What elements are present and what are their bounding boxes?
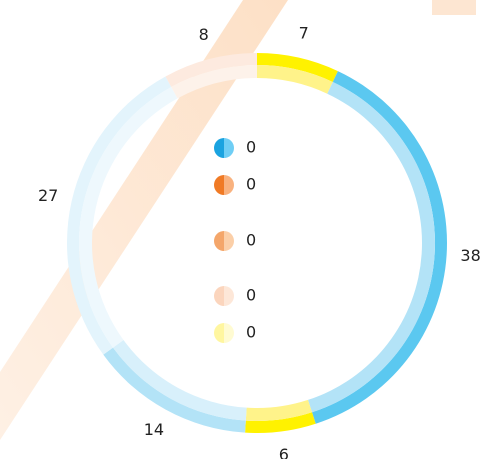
legend-value: 0: [246, 138, 256, 157]
segment-inner: [112, 339, 247, 421]
legend-swatch-dark: [214, 175, 224, 195]
donut: [66, 53, 448, 434]
segment-inner: [171, 65, 257, 99]
legend-swatch-dark: [214, 323, 224, 343]
legend-value: 0: [246, 231, 256, 250]
segment-inner: [307, 81, 436, 413]
legend-swatch-dark: [214, 286, 224, 306]
data-label: 38: [460, 246, 480, 265]
legend-swatch-light: [224, 231, 234, 251]
segment-outer: [103, 347, 246, 433]
legend: 0 0 0 0 0: [214, 138, 256, 343]
segment-outer: [312, 71, 448, 424]
segment-inner: [245, 399, 313, 421]
data-label: 7: [299, 24, 309, 43]
data-label: 27: [38, 186, 58, 205]
legend-swatch-light: [224, 323, 234, 343]
legend-swatch-light: [224, 138, 234, 158]
legend-swatch-dark: [214, 231, 224, 251]
legend-swatch-light: [224, 286, 234, 306]
segment-outer: [165, 53, 257, 88]
legend-swatch-dark: [214, 138, 224, 158]
legend-value: 0: [246, 286, 256, 305]
data-label: 6: [279, 445, 289, 459]
legend-value: 0: [246, 175, 256, 194]
data-label: 8: [199, 25, 209, 44]
segment-inner: [257, 65, 333, 94]
data-label: 14: [144, 420, 164, 439]
legend-value: 0: [246, 323, 256, 342]
background-block: [432, 0, 476, 15]
legend-swatch-light: [224, 175, 234, 195]
background-stripe: [0, 0, 288, 440]
segment-outer: [245, 412, 316, 434]
data-labels: 7 38 6 14 27 8: [38, 24, 481, 459]
segment-outer: [257, 53, 338, 82]
segment-inner: [79, 87, 178, 348]
